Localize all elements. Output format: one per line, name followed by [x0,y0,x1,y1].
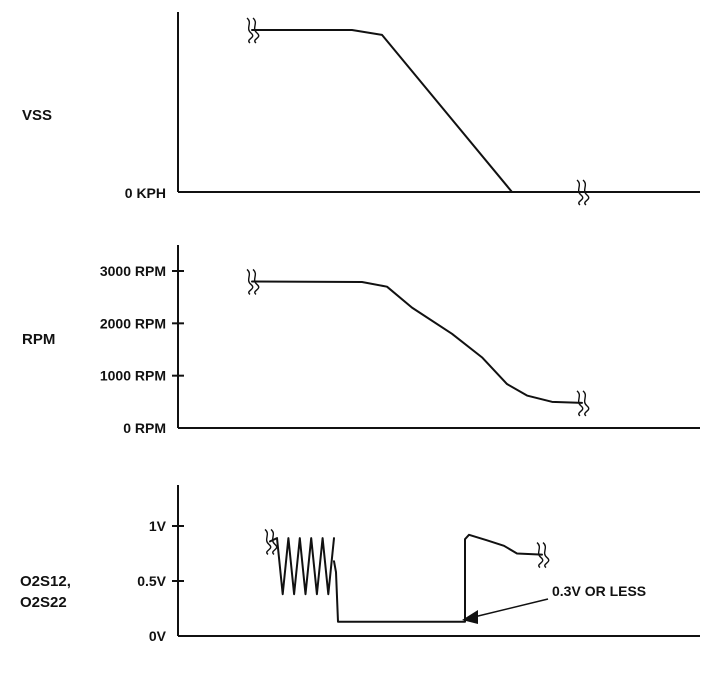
rpm-break-marker-0-stroke [252,268,260,296]
rpm-break-marker-0-stroke [246,268,254,296]
rpm-tick-label-3: 3000 RPM [100,263,166,279]
o2s-panel: O2S12, O2S22 0V 0.5V 1V 0.3V OR LESS [20,485,700,644]
o2s-break-marker-0-stroke [264,528,272,555]
vss-break-marker-0-stroke [252,17,260,44]
vss-axis-label: VSS [22,107,52,124]
vss-break-marker-1 [576,179,590,206]
rpm-axis-label: RPM [22,331,55,348]
o2s-tick-label-1: 0.5V [137,573,166,589]
annotation-label: 0.3V OR LESS [552,583,646,599]
o2s-break-marker-1-stroke [542,542,550,569]
o2s-oscillation-line [269,537,335,596]
o2s-tick-label-2: 1V [149,518,167,534]
vss-break-marker-0 [246,17,260,44]
rpm-tick-label-0: 0 RPM [123,420,166,436]
vss-break-marker-0-stroke [246,17,254,44]
rpm-break-marker-1-stroke [582,390,590,417]
annotation-arrowhead [462,610,478,624]
rpm-line [251,280,583,404]
rpm-tick-label-1: 1000 RPM [100,368,166,384]
vss-break-marker-1-stroke [582,179,590,206]
o2s-break-marker-0 [264,528,278,555]
rpm-break-marker-1-stroke [576,390,584,417]
o2s-axis-label-line1: O2S12, [20,573,71,590]
vss-break-marker-1-stroke [576,179,584,206]
o2s-tick-label-0: 0V [149,628,167,644]
o2s-break-marker-0-stroke [270,528,278,555]
annotation-arrow [473,598,549,618]
vss-line [251,29,583,193]
o2s-line [333,533,543,623]
vss-tick-label-0: 0 KPH [125,185,166,201]
vss-panel: VSS 0 KPH [22,12,700,206]
rpm-panel: RPM 0 RPM 1000 RPM 2000 RPM 3000 RPM [22,245,700,436]
rpm-break-marker-0 [246,268,260,296]
o2s-break-marker-1 [536,542,550,569]
o2s-break-marker-1-stroke [536,542,544,569]
o2s-axis-label-line2: O2S22 [20,594,67,611]
rpm-break-marker-1 [576,390,590,417]
rpm-tick-label-2: 2000 RPM [100,315,166,331]
